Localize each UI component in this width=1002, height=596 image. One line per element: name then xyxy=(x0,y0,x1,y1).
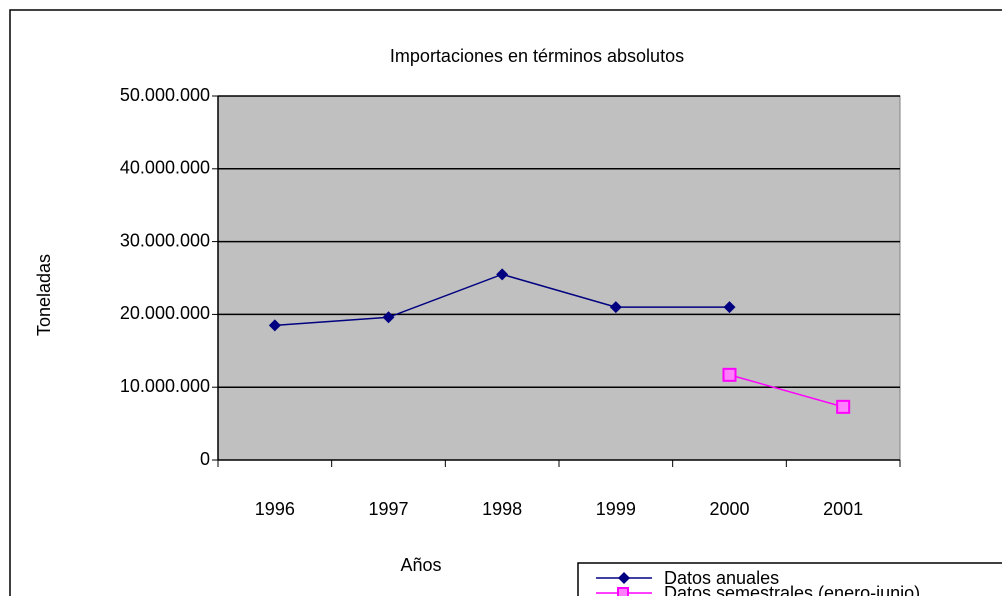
legend-marker xyxy=(617,587,629,596)
y-tick-label: 0 xyxy=(200,449,210,469)
data-point xyxy=(382,311,395,324)
x-tick-label: 2001 xyxy=(823,499,863,519)
y-axis-label: Toneladas xyxy=(34,254,54,336)
x-tick-label: 1997 xyxy=(368,499,408,519)
y-tick-label: 20.000.000 xyxy=(120,303,210,323)
data-point xyxy=(836,399,851,414)
legend-marker xyxy=(618,572,630,584)
x-tick-label: 1996 xyxy=(255,499,295,519)
legend-label: Datos anuales xyxy=(664,568,779,588)
x-axis-label: Años xyxy=(400,555,441,575)
x-tick-label: 1998 xyxy=(482,499,522,519)
chart-title: Importaciones en términos absolutos xyxy=(390,46,684,66)
y-tick-label: 50.000.000 xyxy=(120,85,210,105)
data-point xyxy=(268,319,281,332)
data-point xyxy=(496,268,509,281)
legend-label: Datos semestrales (enero-junio) xyxy=(664,583,920,596)
y-tick-label: 30.000.000 xyxy=(120,230,210,250)
x-tick-label: 2000 xyxy=(709,499,749,519)
y-tick-label: 10.000.000 xyxy=(120,376,210,396)
y-tick-label: 40.000.000 xyxy=(120,158,210,178)
series-line xyxy=(729,374,844,408)
x-tick-label: 1999 xyxy=(596,499,636,519)
data-point xyxy=(609,301,622,314)
legend xyxy=(577,562,1002,596)
plot-area xyxy=(217,95,901,461)
data-point xyxy=(722,367,737,382)
data-point xyxy=(723,301,736,314)
